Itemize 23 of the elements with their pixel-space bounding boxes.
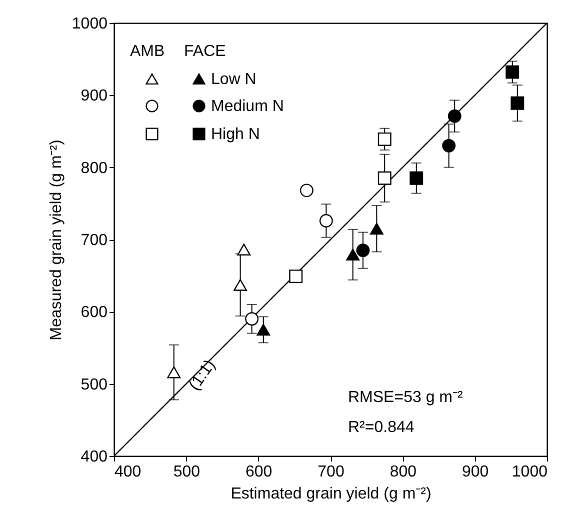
y-tick-label: 500 [80,376,108,394]
x-tick-label: 1000 [512,464,548,480]
legend-label: High N [211,126,260,143]
x-tick-label: 400 [114,464,142,480]
y-tick-label: 900 [80,88,108,105]
x-tick-label: 800 [390,464,417,480]
legend-label: Medium N [211,98,284,115]
annotation: R²=0.844 [348,419,414,436]
y-tick-label: 400 [80,448,108,466]
y-tick-label: 700 [80,232,108,249]
y-tick-label: 600 [80,304,108,322]
annotation: AMB [130,43,165,60]
x-tick-label: 600 [245,464,272,480]
x-tick-label: 500 [173,464,200,480]
x-tick-label: 700 [318,464,344,480]
x-axis-title: Estimated grain yield (g m⁻²) [230,486,432,502]
annotation: RMSE=53 g m⁻² [348,389,464,406]
annotation: FACE [184,43,226,60]
x-tick-label: 900 [462,464,489,480]
legend-label: Low N [211,71,256,88]
y-axis-title: Measured grain yield (g m⁻²) [48,140,65,340]
y-tick-label: 800 [80,160,108,177]
y-tick-label: 1000 [72,16,108,32]
